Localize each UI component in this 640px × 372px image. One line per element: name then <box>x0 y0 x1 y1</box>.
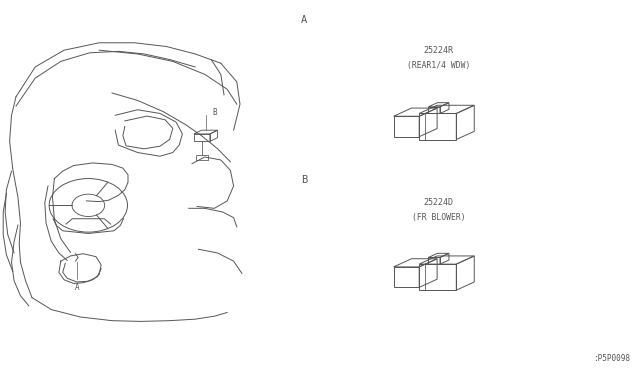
Text: (REAR1/4 WDW): (REAR1/4 WDW) <box>406 61 470 70</box>
Text: (FR BLOWER): (FR BLOWER) <box>412 213 465 222</box>
Text: :P5P0098: :P5P0098 <box>593 354 630 363</box>
Text: A: A <box>74 283 79 292</box>
Text: 25224D: 25224D <box>424 198 453 207</box>
Text: B: B <box>212 108 217 117</box>
Text: B: B <box>301 176 307 185</box>
Text: 25224R: 25224R <box>424 46 453 55</box>
Text: A: A <box>301 16 307 25</box>
